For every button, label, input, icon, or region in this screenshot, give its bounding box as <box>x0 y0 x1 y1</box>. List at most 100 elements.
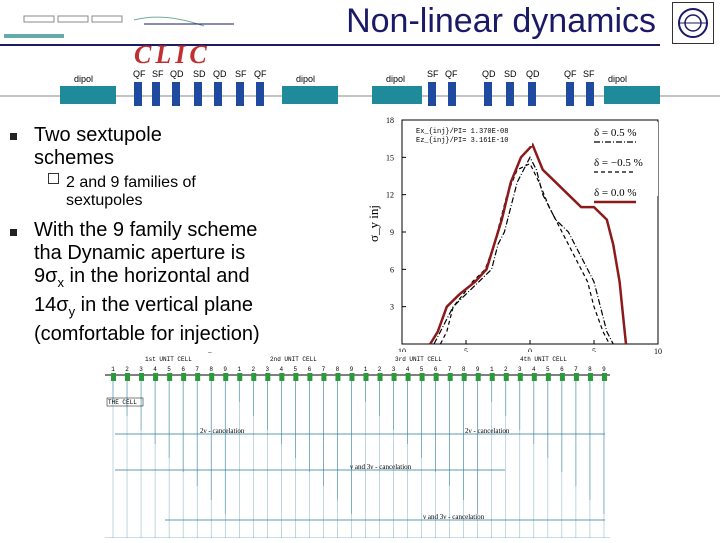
beamline-schematic: dipol QF SF QD SD QD SF QF dipol dipol S… <box>0 68 720 108</box>
cell-number: 7 <box>322 366 326 373</box>
cell-number: 3 <box>392 366 396 373</box>
legend-text: Ex_{inj}/PI= 1.370E-08 <box>416 128 508 136</box>
sextupole-marker <box>587 373 593 381</box>
sextupole-marker <box>461 373 467 381</box>
sextupole-marker <box>545 373 551 381</box>
sextupole-marker <box>125 373 131 381</box>
lattice-band <box>105 352 610 392</box>
magnet-label: SD <box>504 69 517 79</box>
cell-number: 9 <box>602 366 606 373</box>
sextupole-marker <box>419 373 425 381</box>
bullet-square-icon <box>10 133 17 140</box>
sextupole-marker <box>167 373 173 381</box>
cell-number: 8 <box>462 366 466 373</box>
sextupole-marker <box>223 373 229 381</box>
unit-cell-label: 2nd UNIT CELL <box>270 356 317 363</box>
y-tick-label: 9 <box>390 228 394 237</box>
sextupole-marker <box>293 373 299 381</box>
x-tick-label: 5 <box>592 347 596 354</box>
cell-number: 6 <box>308 366 312 373</box>
bullet-text-part: With the 9 family scheme tha Dynamic ape… <box>34 219 258 287</box>
magnet-label: QD <box>526 69 540 79</box>
cell-number: 5 <box>167 366 171 373</box>
cell-number: 4 <box>280 366 284 373</box>
cell-number: 9 <box>476 366 480 373</box>
magnet-label: QF <box>133 69 146 79</box>
magnet-label: SF <box>235 69 247 79</box>
cell-number: 8 <box>588 366 592 373</box>
magnet-label: dipol <box>74 74 94 84</box>
sextupole-marker <box>517 373 523 381</box>
legend-entry: δ = −0.5 % <box>594 157 643 169</box>
bullet-text: With the 9 family scheme tha Dynamic ape… <box>34 219 270 346</box>
series-line <box>433 155 614 345</box>
series-line <box>439 162 610 345</box>
cell-number: 9 <box>350 366 354 373</box>
sextupole-marker <box>321 373 327 381</box>
x-tick-label: 5 <box>464 347 468 354</box>
x-tick-label: 0 <box>528 347 532 354</box>
sextupole-marker <box>335 373 341 381</box>
cell-number: 7 <box>195 366 199 373</box>
cancellation-label: 2ν - cancelation <box>465 427 510 435</box>
magnet-label: QD <box>170 69 184 79</box>
y-tick-label: 12 <box>386 191 394 200</box>
legend-text: Ez_{inj}/PI= 3.161E-10 <box>416 137 508 145</box>
magnet-label: QF <box>445 69 458 79</box>
legend-text-box <box>412 124 532 146</box>
sextupole-marker <box>209 373 215 381</box>
sextupole-marker <box>237 373 243 381</box>
y-axis-label: σ_y inj <box>366 205 381 242</box>
the-cell-label: THE CELL <box>108 399 137 406</box>
cell-number: 5 <box>294 366 298 373</box>
cell-number: 6 <box>560 366 564 373</box>
dynamic-aperture-chart: 18 15 12 9 6 3 10 5 0 5 10 σ_y inj Ex_{inj}/PI= 1.37… <box>366 112 666 356</box>
sextupole-marker <box>559 373 565 381</box>
sextupole-marker <box>139 373 145 381</box>
sextupole-marker <box>251 373 257 381</box>
cell-number: 3 <box>518 366 522 373</box>
magnet-label: SF <box>583 69 595 79</box>
cell-number: 2 <box>378 366 382 373</box>
cell-number: 6 <box>434 366 438 373</box>
magnet-label: QF <box>564 69 577 79</box>
sextupole-marker <box>433 373 439 381</box>
cell-number: 3 <box>266 366 270 373</box>
clic-logo: CLIC <box>134 40 211 69</box>
sextupole-marker <box>363 373 369 381</box>
sextupole-marker <box>153 373 159 381</box>
y-tick-label: 18 <box>386 116 394 125</box>
magnet-label: QF <box>254 69 267 79</box>
cell-number: 2 <box>125 366 129 373</box>
sextupole-marker <box>195 373 201 381</box>
sextupole-marker <box>377 373 383 381</box>
bullet-text-part: in the vertical plane (comfortable for i… <box>34 294 260 345</box>
unit-cell-label: 4th UNIT CELL <box>520 356 567 363</box>
x-tick-label: 10 <box>398 347 406 354</box>
magnet-label: SF <box>427 69 439 79</box>
sextupole-marker <box>391 373 397 381</box>
cancellation-label: 2ν - cancelation <box>200 427 245 435</box>
cell-number: 7 <box>574 366 578 373</box>
cell-number: 2 <box>251 366 255 373</box>
cell-number: 7 <box>448 366 452 373</box>
sextupole-marker <box>265 373 271 381</box>
sextupole-marker <box>349 373 355 381</box>
sextupole-marker <box>181 373 187 381</box>
magnet-label: QD <box>482 69 496 79</box>
cell-number: 4 <box>532 366 536 373</box>
cell-number: 8 <box>209 366 213 373</box>
magnet-label: dipol <box>386 74 406 84</box>
cell-number: 1 <box>237 366 241 373</box>
cell-number: 1 <box>364 366 368 373</box>
magnet-label: SF <box>152 69 164 79</box>
legend-box <box>576 122 658 196</box>
cancellation-label: ν and 3ν - cancelation <box>423 513 485 521</box>
cell-number: 4 <box>406 366 410 373</box>
lattice-diagram: 1st UNIT CELL 2nd UNIT CELL 3rd UNIT CELL 4… <box>105 346 610 539</box>
magnet-label: dipol <box>608 74 628 84</box>
sextupole-marker <box>601 373 607 381</box>
page-title: Non-linear dynamics <box>346 2 656 40</box>
sextupole-marker <box>503 373 509 381</box>
sub-bullet-icon <box>48 173 59 184</box>
